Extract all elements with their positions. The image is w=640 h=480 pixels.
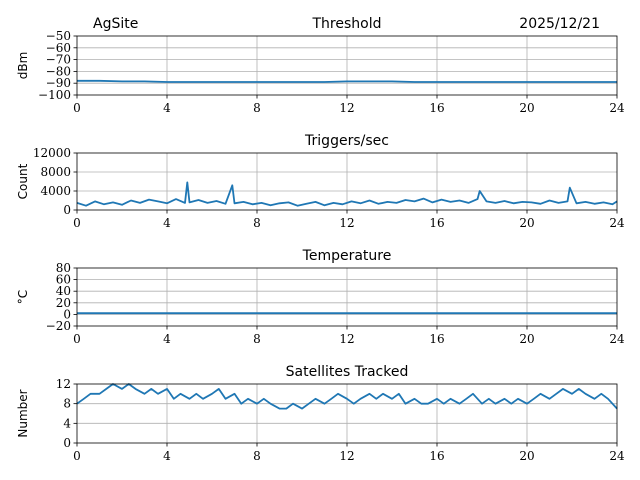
threshold-panel: 0 4 8 12 16 20 24 −100−90−80−70−60−50 Threshold d… [16,16,625,115]
temperature-ytick-label: 40 [56,284,71,298]
triggers-sec-ytick-label: 0 [63,203,71,217]
threshold-xtick-label: 8 [253,101,261,115]
satellites-tracked-xtick-label: 12 [339,449,354,463]
triggers-sec-ytick-label: 4000 [40,184,71,198]
threshold-ytick-label: −90 [46,76,71,90]
satellites-tracked-ylabel: Number [16,389,30,437]
temperature-ytick-label: 20 [56,296,71,310]
triggers-sec-series-line [76,181,618,207]
threshold-xtick-label: 4 [163,101,171,115]
threshold-ytick-label: −70 [46,53,71,67]
threshold-ytick-label: −100 [38,88,71,102]
temperature-xtick-label: 0 [73,332,81,346]
satellites-tracked-xtick-label: 16 [429,449,444,463]
satellites-tracked-series-line [76,383,618,410]
triggers-sec-xtick-label: 4 [163,216,171,230]
temperature-xtick-label: 24 [609,332,625,346]
satellites-tracked-title: Satellites Tracked [286,364,409,380]
triggers-sec-xtick-label: 12 [339,216,354,230]
temperature-xtick-label: 4 [163,332,171,346]
satellites-tracked-xtick-label: 0 [73,449,81,463]
satellites-tracked-ytick-label: 0 [63,436,71,450]
threshold-xtick-label: 20 [519,101,534,115]
triggers-sec-xtick-label: 8 [253,216,261,230]
temperature-xtick-label: 8 [253,332,261,346]
satellites-tracked-ytick-label: 4 [63,416,71,430]
satellites-tracked-ytick-label: 12 [56,377,71,391]
satellites-tracked-xtick-label: 4 [163,449,171,463]
site-label: AgSite [93,16,138,32]
threshold-xtick-label: 16 [429,101,444,115]
threshold-ytick-label: −50 [46,29,71,43]
temperature-xtick-label: 16 [429,332,444,346]
triggers-sec-ylabel: Count [16,163,30,199]
temperature-xtick-label: 20 [519,332,534,346]
triggers-sec-panel: 0 4 8 12 16 20 24 0 4000 8000 12000 Triggers/sec Cou… [16,133,625,230]
threshold-ylabel: dBm [16,52,30,80]
threshold-xtick-label: 24 [609,101,625,115]
temperature-ytick-label: 80 [56,261,71,275]
chart-panels: 0 4 8 12 16 20 24 −100−90−80−70−60−50 Threshold d… [16,16,625,463]
temperature-ylabel: °C [16,290,30,304]
triggers-sec-ytick-label: 12000 [33,146,71,160]
date-label: 2025/12/21 [519,16,600,32]
temperature-title: Temperature [302,248,392,264]
satellites-tracked-xtick-label: 20 [519,449,534,463]
triggers-sec-ytick-label: 8000 [40,165,71,179]
satellites-tracked-ytick-label: 8 [63,397,71,411]
threshold-xtick-label: 12 [339,101,354,115]
satellites-tracked-panel: 0 4 8 12 16 20 24 0 4 8 12 Satellites Tracked Number [16,364,625,463]
triggers-sec-title: Triggers/sec [304,133,389,149]
satellites-tracked-xtick-label: 8 [253,449,261,463]
satellites-tracked-xtick-label: 24 [609,449,625,463]
triggers-sec-xtick-label: 16 [429,216,444,230]
temperature-xtick-label: 12 [339,332,354,346]
threshold-xtick-label: 0 [73,101,81,115]
triggers-sec-xtick-label: 24 [609,216,625,230]
triggers-sec-xtick-label: 20 [519,216,534,230]
triggers-sec-xtick-label: 0 [73,216,81,230]
temperature-ytick-label: 60 [56,273,71,287]
threshold-ytick-label: −80 [46,64,71,78]
threshold-ytick-label: −60 [46,41,71,55]
temperature-ytick-label: −20 [46,319,71,333]
threshold-title: Threshold [312,16,382,32]
temperature-ytick-label: 0 [63,307,71,321]
threshold-series-line [77,79,617,83]
